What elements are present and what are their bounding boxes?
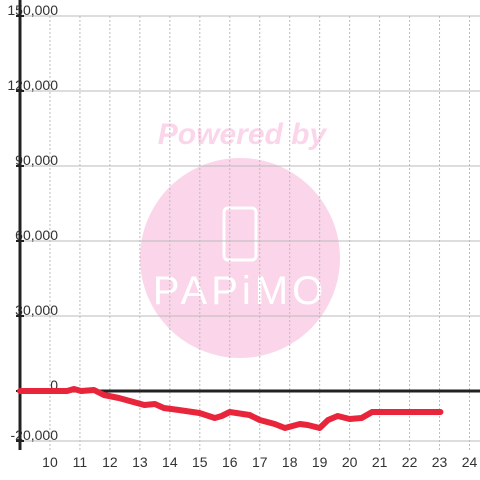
x-tick-label: 11	[73, 454, 88, 470]
x-tick-label: 22	[402, 454, 418, 470]
y-tick-label: 90,000	[15, 152, 58, 168]
watermark-phone	[222, 206, 258, 262]
x-tick-label: 15	[192, 454, 208, 470]
x-tick-label: 23	[432, 454, 448, 470]
y-tick-label: 60,000	[15, 227, 58, 243]
y-tick-label: 0	[50, 377, 58, 393]
x-tick-label: 13	[132, 454, 148, 470]
x-tick-label: 19	[312, 454, 328, 470]
watermark-logo: PAPiMO	[153, 269, 327, 313]
y-tick-label: 30,000	[15, 302, 58, 318]
x-tick-label: 14	[162, 454, 178, 470]
x-tick-label: 12	[102, 454, 118, 470]
line	[17, 386, 444, 431]
x-tick-label: 21	[372, 454, 388, 470]
y-tick-label: 120,000	[7, 77, 58, 93]
watermark-text: Powered by	[158, 118, 328, 151]
y-tick-label: -20,000	[11, 427, 59, 443]
x-tick-label: 16	[222, 454, 238, 470]
x-tick-label: 20	[342, 454, 358, 470]
x-tick-label: 18	[282, 454, 298, 470]
y-tick-label: 150,000	[7, 2, 58, 18]
x-tick-label: 10	[42, 454, 58, 470]
x-tick-label: 24	[462, 454, 478, 470]
x-tick-label: 17	[252, 454, 268, 470]
